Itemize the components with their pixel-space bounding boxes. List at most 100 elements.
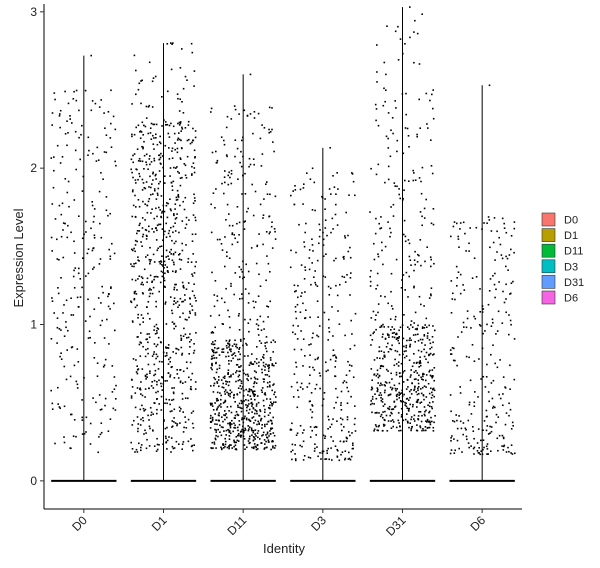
data-point-d1	[141, 121, 144, 124]
data-point-d11	[255, 382, 258, 384]
data-point-d31	[408, 390, 411, 393]
data-point-d0	[113, 302, 115, 305]
data-point-d11	[227, 351, 229, 354]
data-point-d3	[329, 358, 332, 361]
data-point-d11	[210, 358, 213, 360]
data-point-d31	[406, 407, 409, 409]
data-point-d11	[253, 382, 255, 385]
data-point-d1	[161, 125, 163, 127]
data-point-d3	[314, 388, 317, 390]
data-point-d1	[138, 172, 140, 175]
data-point-d1	[149, 287, 151, 290]
data-point-d11	[243, 109, 246, 112]
data-point-d11	[222, 376, 225, 379]
data-point-d1	[189, 341, 191, 343]
data-point-d1	[149, 370, 151, 372]
data-point-d11	[252, 416, 255, 418]
data-point-d0	[53, 92, 56, 94]
data-point-d11	[218, 385, 220, 388]
data-point-d0	[103, 337, 106, 339]
data-point-d11	[239, 366, 241, 368]
data-point-d1	[190, 261, 193, 263]
data-point-d11	[228, 344, 231, 346]
data-point-d11	[224, 443, 227, 446]
data-point-d11	[259, 315, 262, 318]
data-point-d1	[132, 176, 134, 179]
data-point-d1	[146, 306, 148, 308]
data-point-d31	[409, 422, 411, 424]
data-point-d11	[211, 416, 214, 419]
data-point-d3	[294, 333, 297, 335]
data-point-d0	[85, 431, 87, 433]
data-point-d6	[481, 347, 484, 350]
data-point-d11	[237, 434, 240, 437]
data-point-d31	[402, 353, 404, 356]
data-point-d1	[137, 178, 139, 181]
data-point-d1	[190, 42, 193, 45]
data-point-d1	[156, 332, 158, 334]
data-point-d11	[263, 439, 266, 441]
data-point-d31	[406, 397, 409, 400]
data-point-d1	[184, 318, 187, 321]
data-point-d11	[218, 414, 220, 417]
data-point-d11	[251, 403, 254, 406]
data-point-d31	[413, 389, 415, 392]
data-point-d31	[379, 326, 381, 328]
data-point-d11	[248, 418, 250, 421]
data-point-d31	[375, 328, 377, 331]
data-point-d3	[354, 417, 356, 420]
data-point-d1	[160, 152, 162, 155]
data-point-d11	[212, 332, 215, 334]
data-point-d3	[348, 194, 350, 196]
data-point-d3	[325, 370, 328, 373]
data-point-d3	[349, 348, 352, 350]
data-point-d31	[381, 336, 384, 338]
data-point-d0	[72, 314, 75, 316]
legend-key-d6	[541, 290, 556, 305]
data-point-d31	[410, 320, 413, 322]
data-point-d31	[409, 343, 412, 346]
data-point-d1	[164, 380, 166, 382]
data-point-d1	[141, 404, 143, 407]
data-point-d31	[387, 137, 389, 140]
data-point-d6	[497, 416, 500, 418]
data-point-d11	[238, 113, 240, 115]
data-point-d1	[178, 406, 181, 409]
data-point-d11	[234, 108, 237, 111]
data-point-d1	[162, 351, 165, 354]
data-point-d3	[289, 266, 292, 269]
data-point-d31	[391, 412, 393, 415]
data-point-d11	[240, 436, 242, 438]
data-point-d6	[509, 408, 512, 411]
data-point-d1	[136, 387, 139, 389]
data-point-d6	[457, 235, 459, 238]
data-point-d11	[243, 429, 246, 432]
data-point-d1	[180, 346, 183, 349]
data-point-d1	[141, 189, 144, 191]
data-point-d1	[151, 381, 153, 383]
data-point-d11	[220, 136, 223, 138]
data-point-d3	[324, 458, 326, 460]
data-point-d0	[109, 255, 112, 258]
data-point-d31	[383, 355, 385, 358]
data-point-d1	[174, 208, 176, 210]
data-point-d1	[152, 387, 155, 389]
data-point-d1	[173, 132, 176, 135]
data-point-d11	[246, 373, 249, 376]
data-point-d31	[428, 426, 431, 429]
data-point-d11	[269, 412, 271, 414]
data-point-d3	[319, 387, 321, 390]
data-point-d3	[295, 366, 298, 368]
data-point-d31	[417, 398, 420, 401]
data-point-d31	[431, 172, 434, 175]
data-point-d31	[418, 98, 420, 101]
data-point-d1	[147, 132, 150, 135]
data-point-d3	[296, 432, 299, 434]
data-point-d3	[336, 456, 339, 458]
data-point-d11	[214, 280, 217, 282]
data-point-d11	[269, 385, 271, 388]
legend-key-d11	[541, 243, 556, 258]
data-point-d31	[420, 376, 422, 379]
data-point-d11	[255, 446, 257, 449]
data-point-d1	[177, 348, 180, 351]
